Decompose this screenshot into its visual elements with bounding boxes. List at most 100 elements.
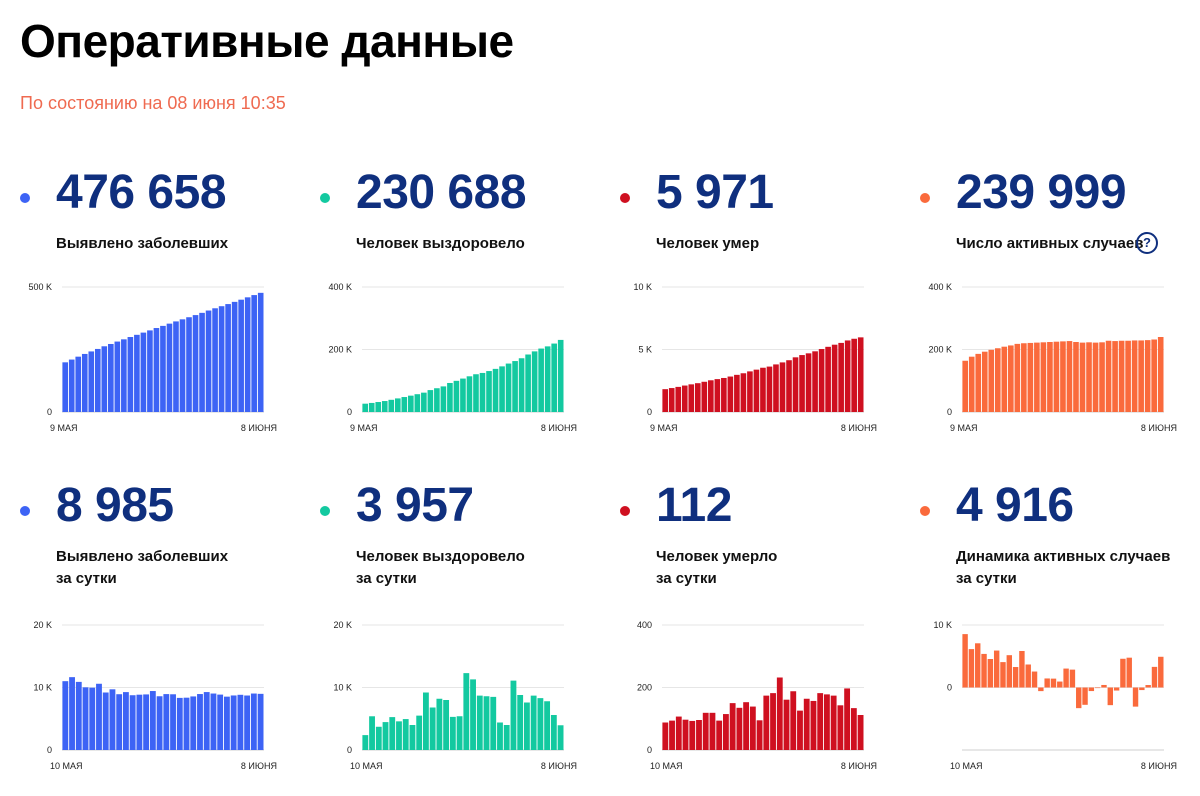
chart-bar bbox=[1021, 343, 1027, 412]
chart-bar bbox=[463, 673, 470, 750]
chart-bar bbox=[734, 374, 740, 412]
chart-bar bbox=[62, 362, 69, 412]
chart-bar bbox=[416, 715, 423, 750]
chart-bar bbox=[453, 380, 460, 412]
chart-bar bbox=[1112, 341, 1118, 412]
chart-bar bbox=[696, 720, 702, 750]
stat-value: 5 971 bbox=[656, 166, 774, 219]
stat-value: 3 957 bbox=[356, 479, 474, 532]
chart-bar bbox=[186, 317, 192, 412]
chart-bar bbox=[69, 677, 75, 750]
chart-bar bbox=[381, 401, 388, 412]
y-tick-label: 500 K bbox=[28, 282, 52, 292]
chart-bar bbox=[210, 693, 217, 750]
chart-bar bbox=[486, 371, 492, 412]
chart-bar bbox=[197, 694, 203, 750]
chart-bar bbox=[675, 716, 682, 750]
chart-bar bbox=[476, 695, 483, 750]
chart-bar bbox=[470, 679, 476, 750]
chart-bar bbox=[1060, 341, 1066, 412]
y-tick-label: 10 K bbox=[933, 620, 952, 630]
chart-bar bbox=[1076, 687, 1082, 709]
stat-label: Человек умер bbox=[656, 233, 759, 255]
chart-bar bbox=[790, 691, 797, 750]
x-tick-label-start: 9 МАЯ bbox=[350, 423, 378, 433]
chart-bar bbox=[123, 692, 129, 750]
chart-bar bbox=[749, 706, 756, 750]
chart-bar bbox=[962, 634, 968, 688]
chart-bar bbox=[716, 720, 723, 750]
chart-bar bbox=[183, 697, 190, 750]
chart-bar bbox=[160, 325, 166, 412]
chart-bar bbox=[402, 719, 409, 750]
chart-bar bbox=[803, 698, 810, 750]
chart-bar bbox=[166, 323, 173, 412]
stat-label-line: Человек умер bbox=[656, 235, 760, 252]
chart-bar bbox=[1073, 342, 1079, 412]
chart-bar bbox=[694, 383, 701, 412]
chart-bar bbox=[1132, 687, 1139, 707]
page-title: Оперативные данные bbox=[20, 15, 514, 67]
chart-bar bbox=[1047, 342, 1053, 412]
chart-bar bbox=[729, 703, 736, 750]
y-tick-label: 10 K bbox=[33, 683, 52, 693]
chart-bar bbox=[149, 691, 156, 750]
chart-bar bbox=[760, 367, 766, 412]
chart-bar bbox=[230, 695, 237, 750]
x-tick-label-start: 10 МАЯ bbox=[50, 761, 83, 771]
chart-bar bbox=[362, 403, 369, 412]
chart-bar bbox=[1066, 341, 1073, 412]
chart-bar bbox=[82, 687, 89, 750]
chart-bar bbox=[483, 696, 490, 750]
chart-bar bbox=[510, 680, 517, 750]
chart-bar bbox=[756, 720, 763, 750]
series-dot-icon bbox=[620, 506, 630, 516]
stat-card: 3 957 Человек выздоровело за сутки 0 10 K 20 … bbox=[320, 478, 610, 778]
chart-bar bbox=[153, 328, 160, 412]
chart-bar bbox=[173, 321, 179, 412]
chart-bar bbox=[505, 363, 512, 412]
chart-bar bbox=[557, 339, 564, 412]
stat-label-line: Выявлено заболевших bbox=[56, 548, 229, 565]
chart-bar bbox=[108, 343, 114, 412]
bar-chart: 0 5 K 10 K 9 МАЯ 8 ИЮНЯ bbox=[633, 282, 877, 433]
chart-bar bbox=[818, 349, 825, 412]
x-tick-label-end: 8 ИЮНЯ bbox=[841, 423, 877, 433]
stat-value: 4 916 bbox=[956, 479, 1074, 532]
chart-bar bbox=[857, 715, 864, 750]
chart-bar bbox=[517, 695, 524, 750]
chart-bar bbox=[134, 334, 140, 412]
chart-bar bbox=[212, 308, 218, 412]
chart-bar bbox=[550, 715, 557, 750]
chart-bar bbox=[440, 386, 447, 412]
chart-bar bbox=[708, 380, 714, 412]
series-dot-icon bbox=[20, 193, 30, 203]
chart-bar bbox=[409, 725, 416, 750]
chart-bar bbox=[812, 351, 818, 412]
chart-bar bbox=[414, 394, 421, 412]
stat-card: 8 985 Выявлено заболевших за сутки 0 10 K 20 … bbox=[20, 478, 310, 778]
chart-bar bbox=[497, 722, 503, 750]
chart-bar bbox=[538, 348, 544, 412]
help-icon[interactable]: ? bbox=[1136, 232, 1158, 254]
stat-value: 476 658 bbox=[56, 166, 227, 219]
y-tick-label: 400 bbox=[637, 620, 652, 630]
chart-bar bbox=[129, 695, 136, 750]
chart-bar bbox=[1158, 656, 1164, 688]
stat-card: 112 Человек умерло за сутки 0 200 400 10 МАЯ 8 … bbox=[620, 478, 910, 778]
y-tick-label: 0 bbox=[647, 745, 652, 755]
chart-bar bbox=[557, 725, 564, 750]
chart-bar bbox=[1000, 662, 1006, 688]
chart-bar bbox=[421, 392, 427, 412]
chart-bar bbox=[102, 692, 109, 750]
chart-bar bbox=[669, 720, 675, 750]
chart-bar bbox=[368, 402, 375, 412]
chart-bar bbox=[714, 379, 721, 412]
x-tick-label-start: 10 МАЯ bbox=[650, 761, 683, 771]
x-tick-label-end: 8 ИЮНЯ bbox=[241, 761, 277, 771]
chart-bar bbox=[810, 700, 817, 750]
chart-bar bbox=[723, 714, 729, 750]
x-tick-label-start: 9 МАЯ bbox=[950, 423, 978, 433]
chart-bar bbox=[850, 708, 857, 750]
chart-bar bbox=[224, 696, 230, 750]
